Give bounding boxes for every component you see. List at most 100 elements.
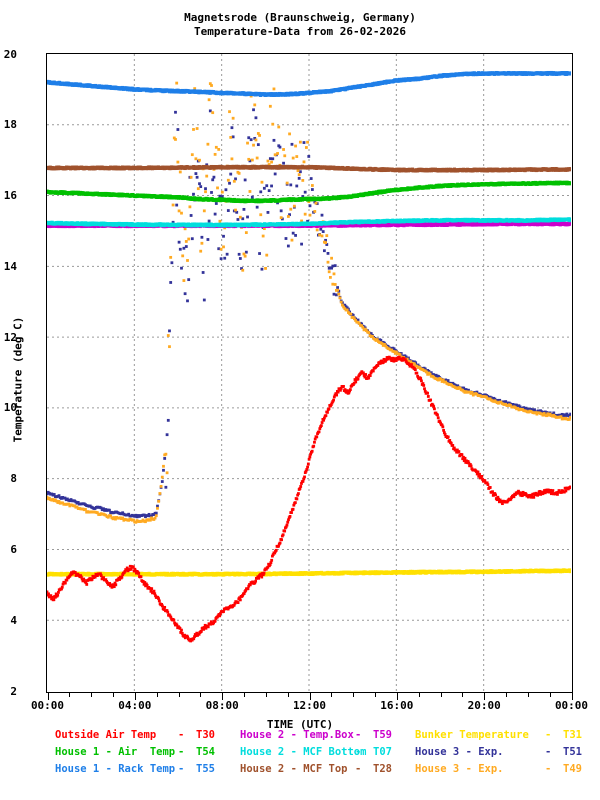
data-point: [106, 515, 110, 519]
data-point: [70, 572, 74, 576]
data-point: [272, 87, 276, 91]
data-point: [320, 234, 324, 238]
data-point: [184, 245, 188, 248]
data-point: [324, 241, 327, 245]
data-point: [160, 480, 164, 483]
data-point: [202, 209, 206, 213]
x-minor-tick: [549, 693, 551, 697]
data-point: [282, 161, 285, 165]
data-point: [156, 504, 159, 508]
data-point: [47, 492, 49, 496]
data-point: [259, 190, 263, 194]
data-point: [546, 412, 550, 416]
data-point: [252, 108, 255, 112]
x-minor-tick: [331, 693, 333, 697]
data-point: [231, 116, 235, 120]
data-point: [552, 411, 556, 415]
series-T49: [47, 81, 571, 524]
data-point: [218, 219, 222, 223]
data-point: [205, 174, 209, 178]
data-point: [204, 187, 207, 191]
data-point: [296, 169, 300, 173]
data-point: [176, 128, 180, 131]
data-point: [230, 157, 234, 161]
data-point: [229, 172, 233, 176]
data-point: [300, 219, 303, 223]
data-point: [306, 140, 309, 144]
data-point: [425, 370, 428, 374]
data-point: [220, 190, 224, 194]
data-point: [243, 254, 247, 258]
data-point: [327, 270, 331, 274]
data-point: [182, 246, 186, 250]
data-point: [276, 201, 279, 205]
data-point: [343, 303, 347, 307]
data-point: [174, 110, 177, 114]
y-tick-label: 8: [10, 472, 17, 486]
data-point: [261, 234, 265, 238]
data-point: [398, 353, 402, 357]
data-point: [291, 156, 295, 160]
data-point: [219, 247, 223, 251]
data-point: [236, 218, 240, 221]
data-point: [193, 87, 197, 90]
data-point: [183, 227, 187, 231]
data-point: [96, 511, 99, 515]
data-point: [295, 155, 299, 158]
data-point: [351, 313, 355, 317]
data-point: [162, 464, 165, 468]
data-point: [365, 329, 368, 332]
data-point: [175, 203, 179, 207]
data-point: [342, 305, 346, 309]
data-point: [360, 322, 364, 326]
data-point: [429, 371, 433, 375]
data-point: [405, 357, 409, 361]
data-point: [68, 574, 72, 578]
data-point: [57, 499, 61, 503]
data-point: [214, 145, 218, 149]
x-tick-label: 04:00: [118, 699, 152, 712]
data-point: [297, 173, 301, 177]
data-point: [326, 260, 330, 264]
data-point: [195, 127, 199, 130]
data-point: [318, 233, 321, 237]
data-point: [493, 397, 497, 401]
data-point: [49, 594, 53, 598]
data-point: [336, 286, 339, 289]
data-point: [536, 409, 540, 413]
data-point: [331, 264, 335, 268]
data-point: [208, 109, 212, 113]
data-point: [262, 186, 266, 190]
data-point: [380, 342, 384, 345]
data-point: [190, 153, 194, 157]
data-point: [144, 520, 147, 524]
data-point: [568, 181, 571, 186]
x-minor-tick: [265, 693, 267, 697]
data-point: [288, 132, 291, 136]
data-point: [273, 153, 277, 157]
data-point: [393, 351, 397, 355]
x-minor-tick: [244, 693, 245, 697]
data-point: [276, 152, 279, 155]
data-point: [437, 378, 440, 382]
data-point: [272, 138, 276, 142]
data-point: [301, 195, 305, 198]
data-point: [564, 414, 568, 417]
data-point: [211, 111, 215, 115]
data-point: [279, 209, 283, 213]
x-tick-mark: [222, 693, 224, 700]
data-point: [109, 514, 113, 518]
data-point: [271, 157, 275, 161]
data-point: [47, 590, 49, 594]
y-tick-label: 18: [3, 118, 17, 132]
data-point: [121, 516, 125, 520]
data-point: [199, 185, 203, 189]
data-point: [306, 219, 309, 223]
data-point: [166, 334, 170, 337]
data-point: [174, 138, 177, 141]
data-point: [290, 142, 294, 146]
data-point: [180, 266, 183, 270]
data-point: [238, 215, 242, 219]
data-point: [356, 318, 360, 322]
data-point: [189, 175, 193, 179]
